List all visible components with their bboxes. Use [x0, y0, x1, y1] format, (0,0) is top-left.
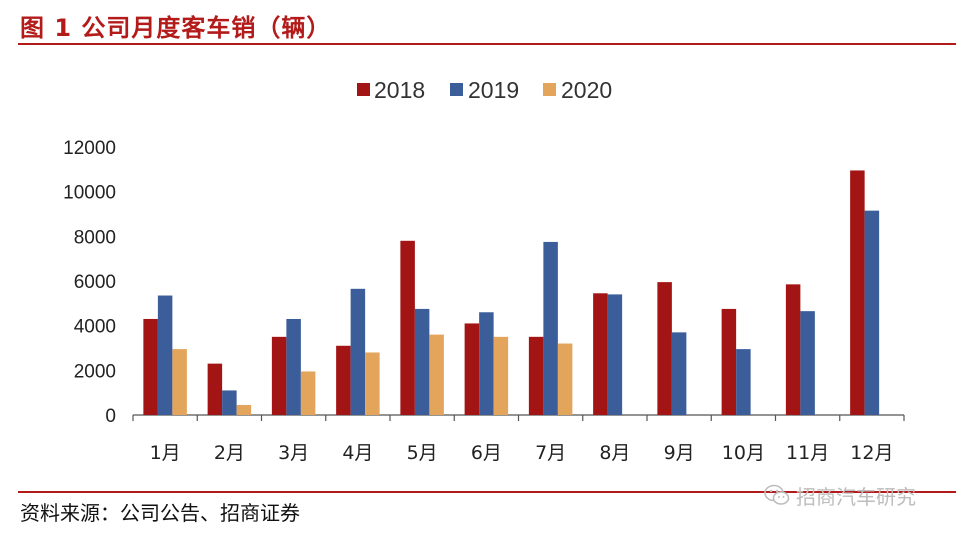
- legend-swatch-2019: [450, 83, 463, 96]
- bar-2019-5: [414, 308, 430, 415]
- bar-2019-6: [479, 312, 494, 415]
- bar-2020-2: [236, 404, 252, 415]
- bar-2018-3: [271, 336, 287, 415]
- bar-2018-1: [143, 318, 158, 415]
- bar-2018-12: [850, 170, 865, 415]
- x-tick-label: 3月: [278, 442, 309, 464]
- bar-2019-9: [671, 332, 687, 415]
- bar-2020-5: [429, 334, 444, 415]
- x-tick-label: 2月: [214, 442, 245, 464]
- bar-2019-3: [286, 318, 301, 415]
- bar-2019-11: [800, 311, 815, 415]
- bar-2018-5: [400, 240, 415, 415]
- bar-2019-2: [222, 390, 237, 415]
- bar-2020-6: [493, 336, 509, 415]
- legend-swatch-2018: [357, 83, 370, 96]
- bar-2019-7: [543, 241, 558, 415]
- bar-2018-8: [593, 293, 608, 415]
- bar-2018-7: [528, 336, 544, 415]
- x-tick-label: 10月: [722, 442, 765, 464]
- x-tick-label: 11月: [786, 442, 829, 464]
- bar-2018-2: [207, 363, 223, 415]
- bar-2018-4: [336, 345, 351, 415]
- bar-2019-4: [350, 288, 366, 415]
- bar-2020-1: [172, 349, 187, 415]
- bar-2020-3: [300, 371, 316, 415]
- bar-2018-6: [464, 323, 480, 415]
- bar-2019-12: [864, 210, 880, 415]
- y-tick-label: 0: [105, 406, 116, 427]
- bar-2018-10: [721, 308, 737, 415]
- top-rule: [18, 43, 956, 45]
- y-tick-label: 10000: [63, 183, 116, 204]
- bar-2019-8: [607, 294, 623, 415]
- figure-title: 图 1 公司月度客车销（辆）: [20, 14, 332, 42]
- legend-label-2019: 2019: [468, 77, 519, 103]
- x-tick-label: 12月: [850, 442, 893, 464]
- y-tick-label: 12000: [63, 138, 116, 159]
- bar-2019-1: [157, 295, 173, 415]
- x-tick-label: 1月: [150, 442, 181, 464]
- bottom-rule: [18, 491, 956, 493]
- source-note: 资料来源：公司公告、招商证券: [20, 501, 300, 525]
- x-tick-label: 5月: [407, 442, 438, 464]
- y-tick-label: 8000: [74, 227, 116, 248]
- legend-label-2018: 2018: [374, 77, 425, 103]
- x-tick-label: 4月: [342, 442, 373, 464]
- legend-label-2020: 2020: [561, 77, 612, 103]
- y-tick-label: 2000: [74, 361, 116, 382]
- y-tick-label: 6000: [74, 272, 116, 293]
- wechat-icon: [764, 484, 790, 505]
- x-tick-label: 8月: [599, 442, 630, 464]
- x-tick-label: 6月: [471, 442, 502, 464]
- watermark: 招商汽车研究: [764, 482, 916, 509]
- bar-2020-7: [557, 343, 573, 415]
- bar-2018-9: [657, 282, 672, 415]
- legend-swatch-2020: [543, 83, 556, 96]
- y-tick-label: 4000: [74, 317, 116, 338]
- watermark-text: 招商汽车研究: [796, 484, 916, 509]
- bar-2020-4: [365, 352, 380, 415]
- bar-2019-10: [736, 349, 751, 415]
- bar-2018-11: [785, 284, 801, 415]
- x-tick-label: 9月: [664, 442, 695, 464]
- x-tick-label: 7月: [535, 442, 566, 464]
